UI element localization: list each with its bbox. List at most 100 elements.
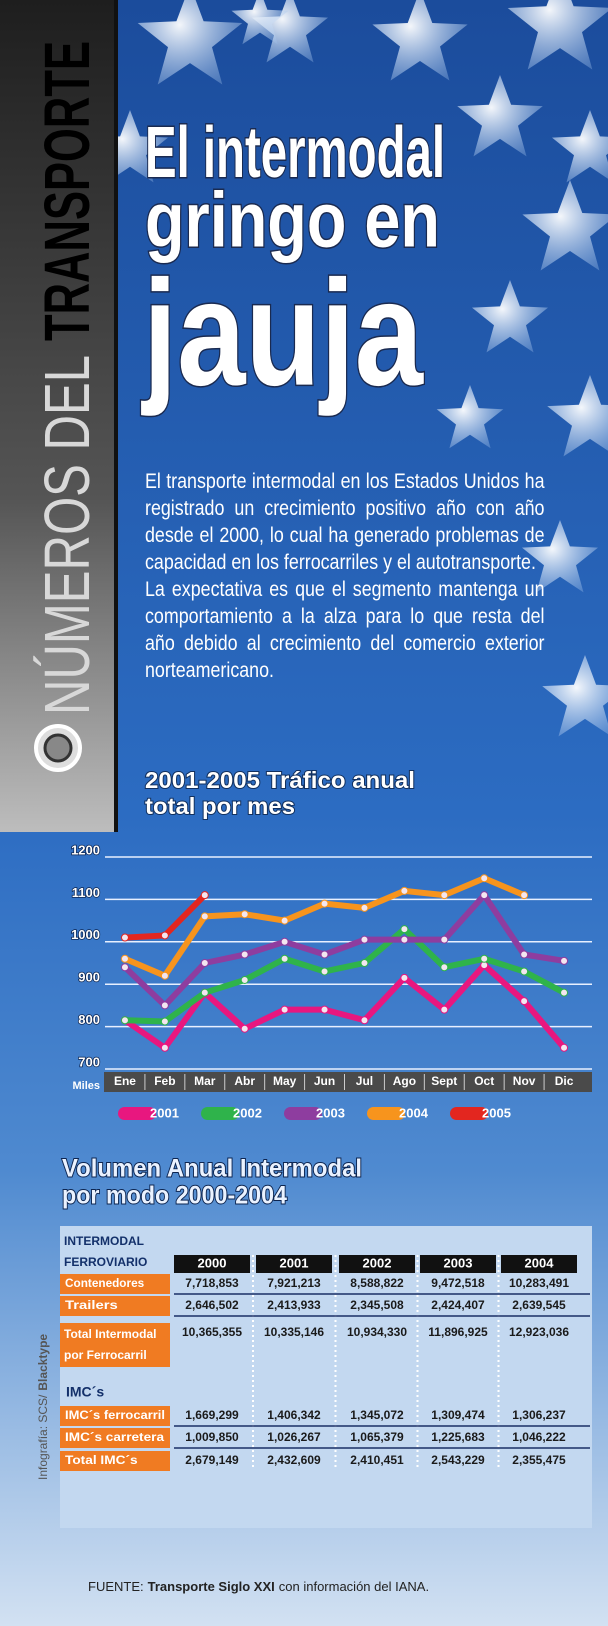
column-header: 2003 (444, 1255, 473, 1270)
cell: 10,934,330 (347, 1325, 407, 1339)
title-line: gringo en (145, 176, 440, 264)
stars (92, 0, 608, 737)
cell: 1,345,072 (350, 1408, 404, 1422)
legend-swatch (118, 1107, 156, 1120)
sidebar-bold: TRANSPORTE (31, 41, 103, 341)
point (440, 891, 449, 900)
y-tick-label: 1200 (71, 842, 100, 857)
cell: 7,921,213 (267, 1276, 321, 1290)
legend-swatch (284, 1107, 322, 1120)
y-tick-label: 900 (78, 970, 100, 985)
sidebar-icon-inner (43, 733, 73, 763)
row-label-bg (60, 1323, 170, 1367)
point (320, 899, 329, 908)
point (240, 1024, 249, 1033)
point (200, 959, 209, 967)
intro-paragraph: La expectativa es que el segmento manten… (145, 578, 545, 682)
y-tick-label: 1000 (71, 927, 100, 942)
row-label-bg (60, 1406, 170, 1426)
x-tick-label: Jul (356, 1074, 373, 1088)
intro: El transporte intermodal en los Estados … (145, 468, 545, 684)
point (160, 1001, 169, 1010)
point (320, 967, 329, 976)
cell: 1,009,850 (185, 1430, 239, 1444)
title-line: jauja (141, 249, 425, 417)
x-tick-label: Mar (194, 1074, 216, 1088)
point (560, 956, 569, 965)
point (520, 967, 529, 976)
row-label: Contenedores (65, 1276, 145, 1290)
point (160, 971, 169, 980)
corner-label: INTERMODAL (64, 1234, 144, 1248)
row-label-bg (60, 1274, 170, 1294)
credit-bold: Blacktype (36, 1334, 50, 1391)
cell: 2,543,229 (431, 1453, 485, 1467)
star (231, 0, 289, 45)
point (520, 997, 529, 1006)
point (480, 874, 489, 883)
legend-label: 2003 (316, 1105, 345, 1120)
x-tick-label: Jun (314, 1074, 335, 1088)
column-header-bg (501, 1255, 577, 1273)
point (480, 954, 489, 963)
column-header: 2002 (363, 1255, 392, 1270)
point (120, 1016, 129, 1025)
x-tick-label: Abr (234, 1074, 255, 1088)
x-tick-label: Ene (114, 1074, 136, 1088)
cell: 1,225,683 (431, 1430, 485, 1444)
cell: 2,432,609 (267, 1453, 321, 1467)
series-line (124, 926, 566, 1025)
point (280, 937, 289, 946)
star (547, 375, 608, 457)
sidebar-edge (114, 0, 118, 832)
x-tick-label: Sept (431, 1074, 457, 1088)
legend-label: 2001 (150, 1105, 179, 1120)
point (400, 886, 409, 895)
point (240, 910, 249, 919)
row-label: Total Intermodal por Ferrocarril (64, 1327, 157, 1362)
cell: 10,283,491 (509, 1276, 569, 1290)
y-tick-label: 800 (78, 1012, 100, 1027)
point (520, 891, 529, 900)
star (372, 0, 468, 81)
row-label: Trailers (65, 1298, 118, 1312)
credit-thin: Infografía: SCS/ (36, 1394, 50, 1480)
cell: 1,309,474 (431, 1408, 485, 1422)
star (457, 75, 543, 157)
legend-label: 2005 (482, 1105, 511, 1120)
month-bar (104, 1072, 592, 1092)
legend-swatch (450, 1107, 488, 1120)
y-tick-label: 1100 (72, 885, 100, 900)
star (522, 180, 608, 271)
cell: 1,065,379 (350, 1430, 404, 1444)
chart-title: total por mes (145, 793, 295, 819)
point (280, 954, 289, 963)
table-title: Volumen Anual Intermodal (62, 1155, 362, 1183)
source-lead: FUENTE: (88, 1579, 144, 1594)
point (440, 935, 449, 944)
legend-swatch (201, 1107, 239, 1120)
point (320, 1005, 329, 1014)
cell: 1,046,222 (512, 1430, 566, 1444)
x-tick-label: Nov (513, 1074, 536, 1088)
point (440, 1005, 449, 1014)
cell: 9,472,518 (431, 1276, 485, 1290)
column-header: 2001 (280, 1255, 309, 1270)
point (240, 975, 249, 984)
cell: 11,896,925 (428, 1325, 488, 1339)
cell: 2,424,407 (431, 1298, 485, 1312)
column-header-bg (174, 1255, 250, 1273)
y-unit: Miles (72, 1080, 100, 1092)
column-header: 2000 (198, 1255, 227, 1270)
point (280, 1005, 289, 1014)
point (160, 931, 169, 940)
row-label-bg (60, 1451, 170, 1471)
x-tick-label: Ago (393, 1074, 416, 1088)
point (360, 935, 369, 944)
row-label: Total IMC´s (65, 1453, 138, 1467)
star (507, 0, 608, 70)
point (560, 988, 569, 997)
column-header-bg (339, 1255, 415, 1273)
point (360, 959, 369, 967)
